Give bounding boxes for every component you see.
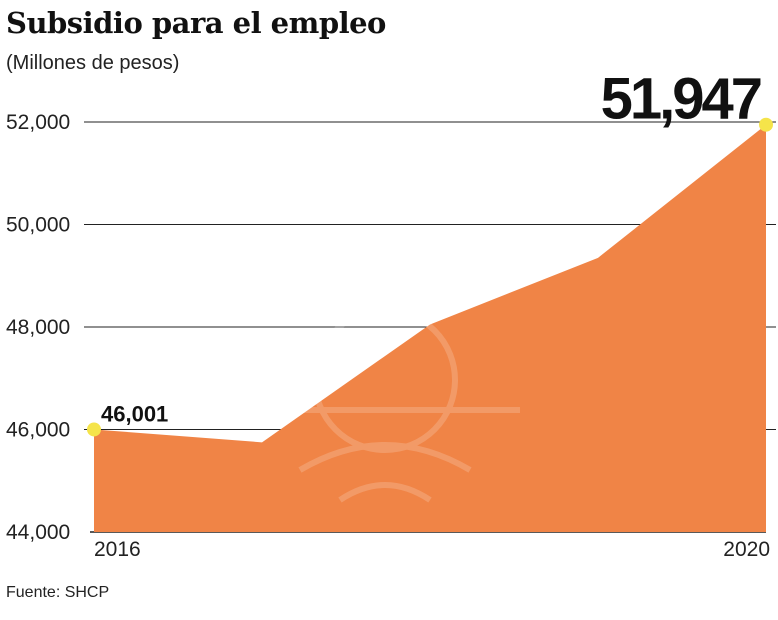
y-tick-label: 50,000 <box>6 214 70 237</box>
source-note: Fuente: SHCP <box>6 584 110 601</box>
y-tick-label: 46,000 <box>6 419 70 442</box>
y-tick-label: 48,000 <box>6 316 70 339</box>
x-tick-label: 2016 <box>94 538 141 561</box>
area-series <box>94 124 766 532</box>
y-tick-label: 44,000 <box>6 521 70 544</box>
y-tick-label: 52,000 <box>6 111 70 134</box>
chart-title: Subsidio para el empleo <box>6 6 386 40</box>
end-value-label: 51,947 <box>601 67 761 132</box>
watermark-logo <box>250 307 520 503</box>
chart-subtitle: (Millones de pesos) <box>6 52 180 74</box>
x-tick-label: 2020 <box>723 538 770 561</box>
x-axis-labels: 2016 2020 <box>94 538 770 561</box>
data-point-marker <box>87 422 101 437</box>
start-value-label: 46,001 <box>101 401 168 426</box>
data-point-marker <box>759 117 773 132</box>
y-axis-labels: 44,000 46,000 48,000 50,000 52,000 <box>6 111 70 544</box>
data-markers <box>87 117 773 437</box>
